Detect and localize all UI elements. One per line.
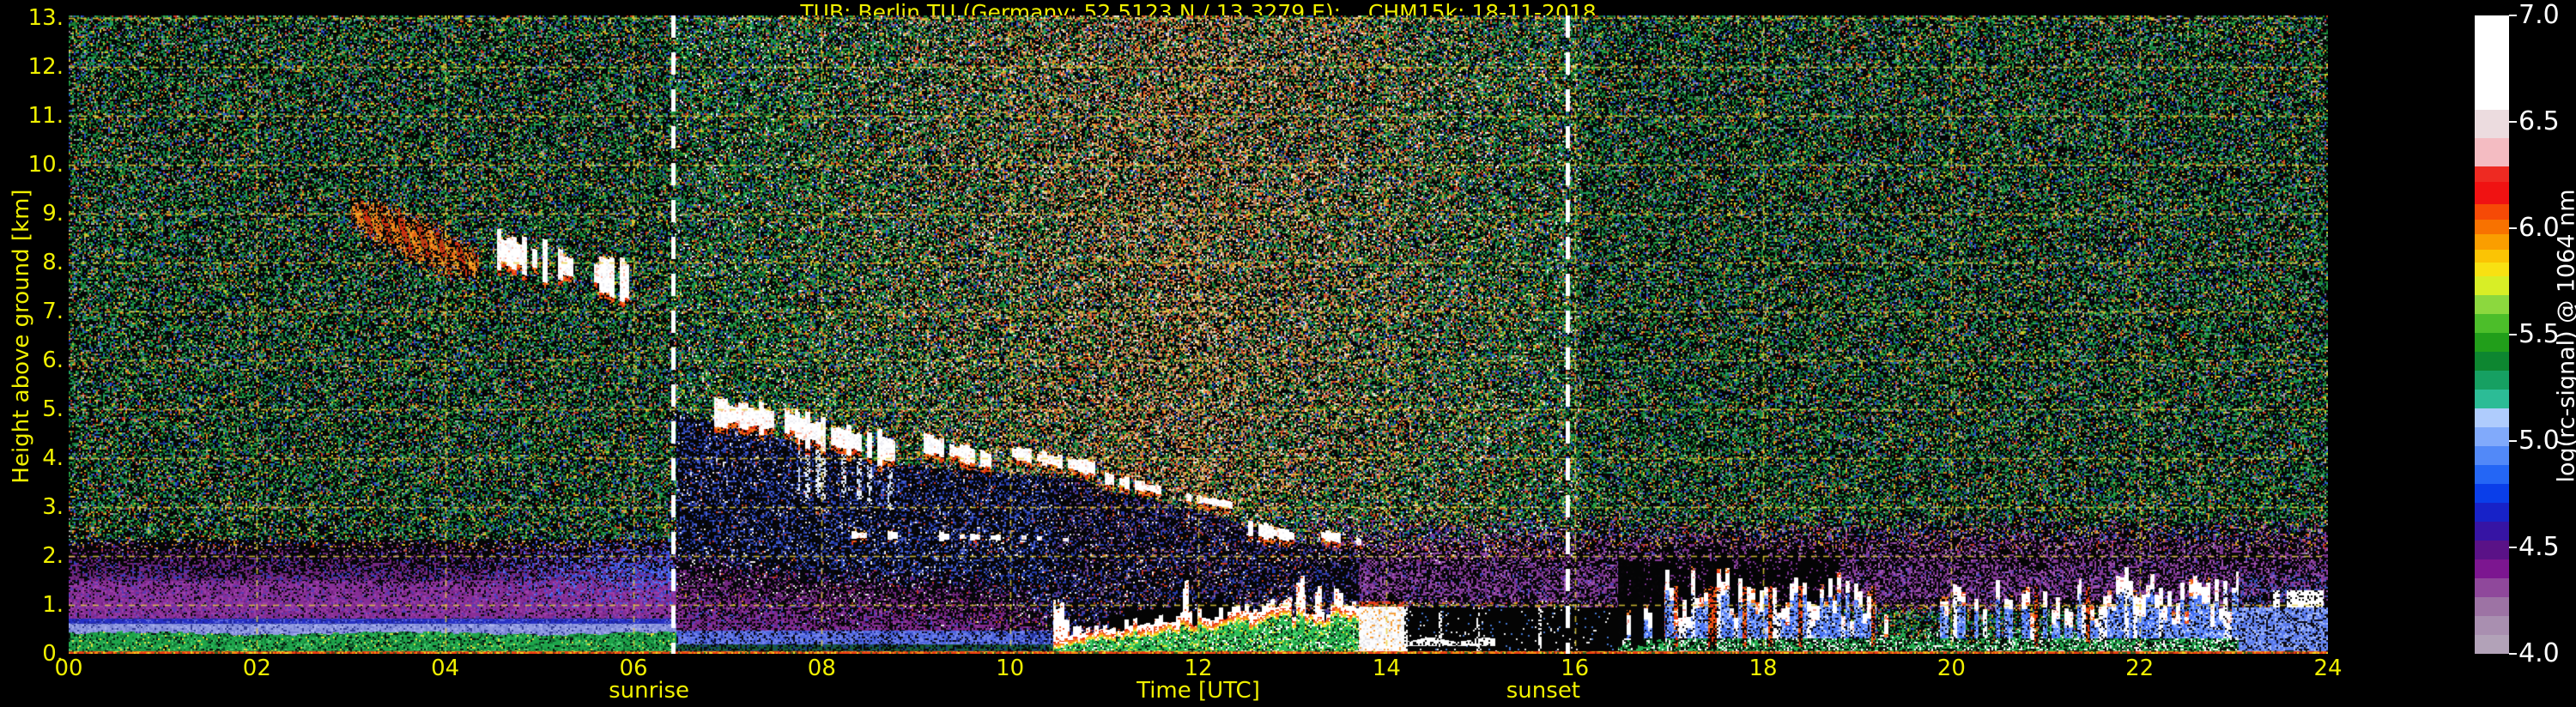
colorbar-segment bbox=[2475, 426, 2509, 446]
y-tick-label: 2. bbox=[42, 542, 64, 569]
colorbar-segment bbox=[2475, 559, 2509, 579]
colorbar-tick-mark bbox=[2509, 15, 2517, 16]
colorbar-segment bbox=[2475, 502, 2509, 522]
colorbar-segment bbox=[2475, 234, 2509, 250]
y-tick-label: 8. bbox=[42, 249, 64, 275]
y-tick-label: 6. bbox=[42, 347, 64, 373]
x-tick-label: 22 bbox=[2125, 656, 2155, 681]
x-tick-label: 10 bbox=[996, 656, 1025, 681]
y-tick-label: 5. bbox=[42, 396, 64, 422]
y-tick-label: 13. bbox=[27, 4, 64, 31]
x-tick-label: 14 bbox=[1372, 656, 1401, 681]
x-tick-label: 20 bbox=[1937, 656, 1966, 681]
colorbar-segment bbox=[2475, 204, 2509, 220]
colorbar-segment bbox=[2475, 389, 2509, 408]
x-tick-label: 24 bbox=[2313, 656, 2343, 681]
colorbar-segment bbox=[2475, 445, 2509, 465]
colorbar bbox=[2475, 15, 2509, 655]
colorbar-tick-label: 4.5 bbox=[2518, 532, 2560, 562]
colorbar-segment bbox=[2475, 313, 2509, 333]
colorbar-segment bbox=[2475, 110, 2509, 139]
colorbar-tick-label: 5.5 bbox=[2518, 319, 2560, 349]
colorbar-tick-mark bbox=[2509, 547, 2517, 548]
colorbar-segment bbox=[2475, 578, 2509, 598]
sunset-label: sunset bbox=[1506, 678, 1581, 704]
x-tick-label: 02 bbox=[242, 656, 271, 681]
y-tick-label: 4. bbox=[42, 444, 64, 471]
colorbar-tick-mark bbox=[2509, 440, 2517, 442]
y-tick-label: 3. bbox=[42, 493, 64, 520]
colorbar-tick-label: 6.5 bbox=[2518, 106, 2560, 136]
colorbar-tick-mark bbox=[2509, 121, 2517, 123]
colorbar-segment bbox=[2475, 166, 2509, 182]
colorbar-tick-mark bbox=[2509, 653, 2517, 655]
y-tick-label: 7. bbox=[42, 298, 64, 324]
sunrise-label: sunrise bbox=[609, 678, 690, 704]
colorbar-tick-mark bbox=[2509, 227, 2517, 229]
colorbar-segment bbox=[2475, 294, 2509, 314]
colorbar-tick-label: 5.0 bbox=[2518, 426, 2560, 456]
y-tick-label: 1. bbox=[42, 591, 64, 618]
colorbar-segment bbox=[2475, 351, 2509, 371]
y-tick-label: 9. bbox=[42, 200, 64, 227]
colorbar-segment bbox=[2475, 616, 2509, 636]
colorbar-segment bbox=[2475, 275, 2509, 295]
colorbar-segment bbox=[2475, 483, 2509, 503]
colorbar-segment bbox=[2475, 464, 2509, 484]
colorbar-segment bbox=[2475, 219, 2509, 235]
x-tick-label: 16 bbox=[1561, 656, 1590, 681]
colorbar-segment bbox=[2475, 540, 2509, 559]
x-tick-label: 12 bbox=[1184, 656, 1213, 681]
y-tick-label: 10. bbox=[27, 151, 64, 178]
y-tick-label: 11. bbox=[27, 102, 64, 129]
colorbar-segment bbox=[2475, 138, 2509, 167]
y-tick-label: 0. bbox=[42, 641, 64, 667]
colorbar-tick-label: 6.0 bbox=[2518, 213, 2560, 243]
colorbar-tick-label: 7.0 bbox=[2518, 0, 2560, 30]
colorbar-label: log(rc-signal) @ 1064 nm bbox=[2553, 189, 2576, 483]
colorbar-tick-mark bbox=[2509, 334, 2517, 335]
ceilometer-heatmap-canvas bbox=[69, 15, 2328, 654]
colorbar-segment bbox=[2475, 370, 2509, 390]
colorbar-segment bbox=[2475, 249, 2509, 263]
x-tick-label: 18 bbox=[1749, 656, 1778, 681]
colorbar-segment bbox=[2475, 15, 2509, 111]
colorbar-tick-label: 4.0 bbox=[2518, 638, 2560, 668]
colorbar-segment bbox=[2475, 332, 2509, 352]
colorbar-segment bbox=[2475, 408, 2509, 427]
colorbar-segment bbox=[2475, 597, 2509, 617]
x-tick-label: 08 bbox=[807, 656, 836, 681]
colorbar-segment bbox=[2475, 521, 2509, 541]
colorbar-segment bbox=[2475, 181, 2509, 205]
x-tick-label: 06 bbox=[619, 656, 648, 681]
x-axis-label: Time [UTC] bbox=[1136, 678, 1260, 704]
x-tick-label: 04 bbox=[431, 656, 460, 681]
colorbar-segment bbox=[2475, 263, 2509, 276]
y-tick-label: 12. bbox=[27, 53, 64, 80]
colorbar-segment bbox=[2475, 635, 2509, 655]
x-tick-label: 00 bbox=[54, 656, 83, 681]
